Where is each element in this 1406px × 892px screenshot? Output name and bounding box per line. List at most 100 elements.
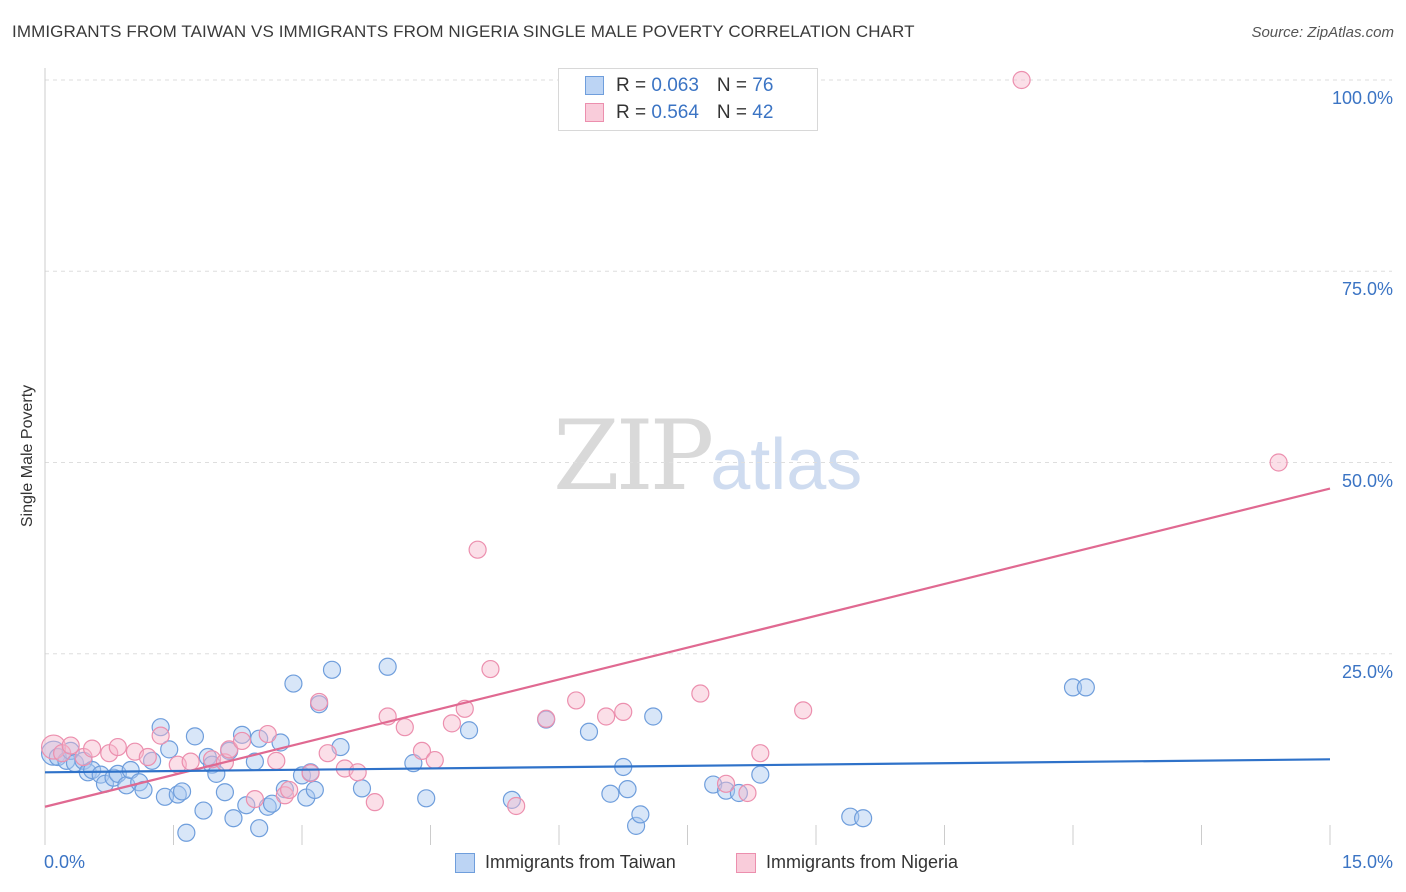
- taiwan-legend-swatch: [455, 853, 475, 874]
- taiwan-point: [83, 760, 102, 780]
- nigeria-point: [245, 789, 264, 809]
- nigeria-r-value: 0.564: [651, 102, 699, 123]
- legend-row-nigeria: R = 0.564 N = 42: [585, 102, 773, 126]
- nigeria-point: [40, 734, 67, 760]
- taiwan-point: [305, 780, 324, 800]
- nigeria-point: [365, 793, 384, 812]
- watermark: ZIPatlas: [553, 400, 862, 512]
- nigeria-point: [567, 691, 586, 710]
- nigeria-point: [738, 783, 757, 803]
- chart-title: IMMIGRANTS FROM TAIWAN VS IMMIGRANTS FRO…: [12, 22, 915, 41]
- nigeria-points: [40, 70, 1288, 816]
- nigeria-n-value: 42: [752, 102, 774, 123]
- nigeria-point: [83, 739, 102, 758]
- taiwan-r-value: 0.063: [651, 75, 699, 96]
- nigeria-point: [348, 763, 367, 782]
- nigeria-point: [267, 751, 286, 770]
- taiwan-point: [579, 722, 599, 741]
- nigeria-point: [318, 744, 337, 763]
- nigeria-point: [232, 731, 252, 751]
- nigeria-point: [691, 684, 710, 703]
- taiwan-point: [262, 794, 282, 813]
- taiwan-point: [215, 783, 234, 802]
- nigeria-point: [468, 540, 487, 559]
- taiwan-point: [1063, 678, 1083, 697]
- nigeria-point: [537, 709, 556, 728]
- taiwan-point: [618, 780, 637, 799]
- nigeria-point: [1269, 453, 1288, 472]
- taiwan-point: [172, 782, 192, 801]
- correlation-legend: R = 0.063 N = 76 R = 0.564 N = 42: [558, 68, 818, 131]
- taiwan-point: [322, 660, 342, 679]
- nigeria-trend-line: [44, 487, 1331, 808]
- taiwan-r-label: R =: [616, 75, 652, 96]
- nigeria-point: [442, 714, 462, 733]
- nigeria-point: [301, 763, 320, 783]
- taiwan-point: [194, 801, 213, 820]
- taiwan-swatch: [585, 76, 604, 96]
- x-tick-label-min: 0.0%: [44, 852, 86, 872]
- nigeria-point: [425, 750, 444, 770]
- bottom-legend-nigeria: Immigrants from Nigeria: [736, 852, 959, 874]
- nigeria-point: [108, 737, 127, 757]
- y-tick-label: 50.0%: [1341, 470, 1393, 491]
- taiwan-point: [352, 779, 372, 798]
- x-tick-label-max: 15.0%: [1341, 852, 1393, 872]
- taiwan-point: [232, 725, 252, 744]
- trend-lines: [44, 487, 1331, 808]
- nigeria-legend-label: Immigrants from Nigeria: [766, 852, 959, 872]
- legend-row-taiwan: R = 0.063 N = 76: [585, 75, 773, 99]
- nigeria-point: [614, 702, 633, 721]
- nigeria-point: [1012, 70, 1031, 90]
- taiwan-points: [40, 657, 1095, 842]
- taiwan-legend-label: Immigrants from Taiwan: [485, 852, 676, 872]
- taiwan-point: [644, 707, 663, 726]
- taiwan-point: [631, 805, 650, 824]
- taiwan-point: [378, 657, 397, 676]
- nigeria-point: [395, 718, 414, 737]
- nigeria-point: [181, 752, 200, 771]
- nigeria-r-label: R =: [616, 102, 652, 123]
- bottom-legend-taiwan: Immigrants from Taiwan: [455, 852, 676, 874]
- taiwan-point: [417, 789, 436, 808]
- nigeria-point: [258, 724, 277, 744]
- taiwan-point: [250, 819, 269, 838]
- taiwan-point: [185, 727, 205, 746]
- nigeria-point: [138, 747, 157, 767]
- nigeria-point: [220, 740, 239, 759]
- nigeria-legend-swatch: [736, 853, 756, 874]
- taiwan-trend-line: [44, 758, 1331, 774]
- taiwan-point: [224, 809, 243, 828]
- grid-lines: [45, 79, 1392, 655]
- taiwan-point: [160, 740, 179, 759]
- source-label: Source: ZipAtlas.com: [1251, 24, 1394, 41]
- taiwan-n-label: N =: [716, 75, 753, 96]
- watermark-zip: ZIP: [553, 400, 714, 512]
- nigeria-point: [597, 707, 616, 726]
- y-tick-label: 75.0%: [1341, 279, 1393, 300]
- watermark-atlas: atlas: [710, 425, 863, 505]
- nigeria-point: [310, 692, 329, 712]
- taiwan-n-value: 76: [752, 75, 774, 96]
- nigeria-point: [61, 736, 80, 755]
- nigeria-point: [481, 659, 500, 679]
- y-tick-label: 100.0%: [1331, 88, 1393, 108]
- nigeria-point: [412, 741, 432, 761]
- nigeria-point: [507, 796, 526, 816]
- taiwan-point: [1076, 678, 1095, 697]
- taiwan-point: [601, 784, 620, 803]
- taiwan-point: [751, 765, 770, 784]
- taiwan-point: [626, 816, 646, 835]
- nigeria-n-label: N =: [716, 102, 753, 123]
- y-tick-label: 25.0%: [1341, 661, 1393, 682]
- axes: [44, 68, 1331, 845]
- nigeria-point: [716, 774, 736, 793]
- nigeria-point: [151, 726, 170, 745]
- taiwan-point: [854, 809, 873, 828]
- taiwan-point: [459, 721, 479, 740]
- nigeria-swatch: [585, 103, 604, 123]
- taiwan-point: [284, 674, 303, 693]
- taiwan-point: [177, 823, 196, 842]
- nigeria-point: [794, 701, 813, 720]
